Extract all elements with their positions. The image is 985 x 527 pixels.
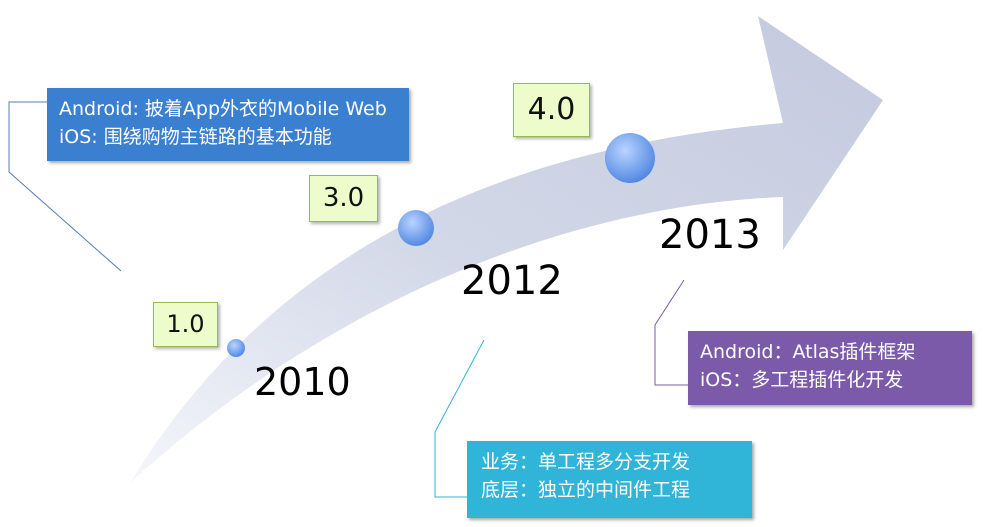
version-label-3: 3.0 xyxy=(322,183,365,213)
year-2012: 2012 xyxy=(461,258,563,304)
callout-2012: 业务：单工程多分支开发 底层：独立的中间件工程 xyxy=(467,441,752,518)
version-badge-4: 4.0 xyxy=(513,83,590,137)
milestone-dot-2013 xyxy=(605,133,655,183)
connector-2013 xyxy=(654,279,688,386)
growth-arrow xyxy=(130,16,883,483)
connector-2010 xyxy=(8,101,122,272)
callout-2010: Android: 披着App外衣的Mobile Web iOS: 围绕购物主链路… xyxy=(47,88,409,161)
milestone-dot-2012 xyxy=(398,210,434,246)
version-label-1: 1.0 xyxy=(166,310,205,338)
version-badge-1: 1.0 xyxy=(153,302,218,347)
year-2010: 2010 xyxy=(254,360,351,404)
year-2013: 2013 xyxy=(659,212,761,258)
connector-2012 xyxy=(434,339,485,498)
callout-2012-line1: 业务：单工程多分支开发 xyxy=(481,451,691,473)
version-label-4: 4.0 xyxy=(527,92,576,127)
milestone-dot-2010 xyxy=(227,339,245,357)
callout-2013: Android：Atlas插件框架 iOS：多工程插件化开发 xyxy=(688,331,972,405)
callout-2010-line1: Android: 披着App外衣的Mobile Web xyxy=(59,98,387,120)
callout-2013-line2: iOS：多工程插件化开发 xyxy=(700,369,904,391)
callout-2012-line2: 底层：独立的中间件工程 xyxy=(481,479,691,501)
version-badge-3: 3.0 xyxy=(309,175,378,222)
callout-2013-line1: Android：Atlas插件框架 xyxy=(700,341,916,363)
callout-2010-line2: iOS: 围绕购物主链路的基本功能 xyxy=(59,126,332,148)
